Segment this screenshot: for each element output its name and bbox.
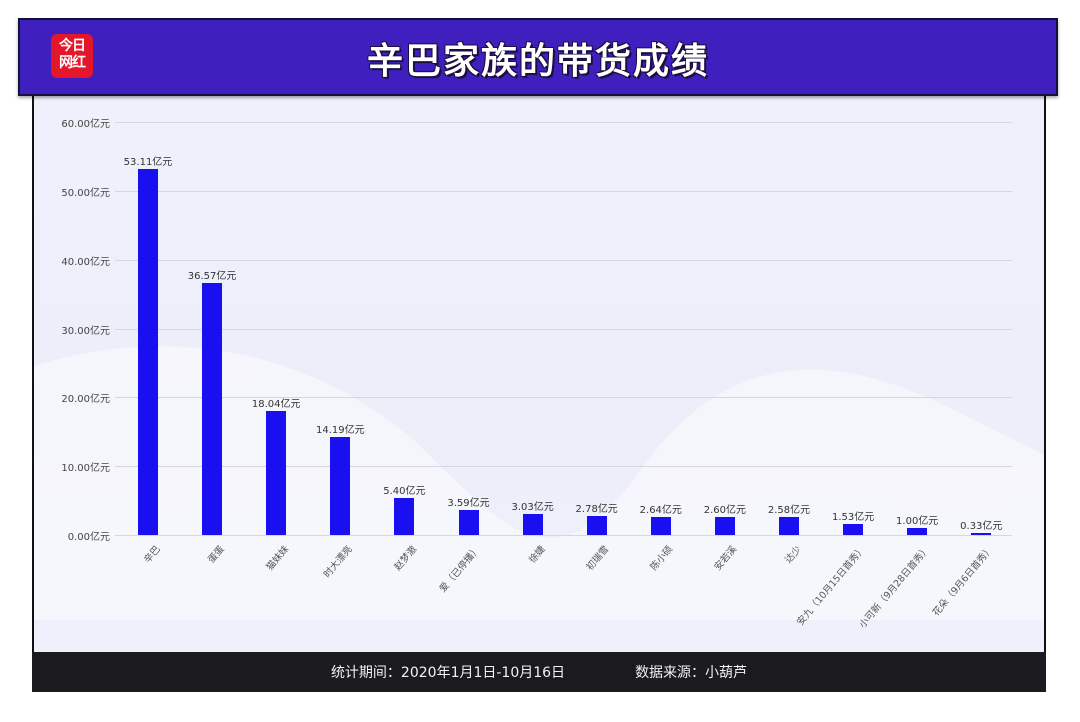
value-label: 2.60亿元 — [703, 505, 747, 517]
x-axis-category-label: 花朵（9月6日首秀） — [930, 543, 997, 619]
gridline — [115, 466, 1012, 468]
value-label: 2.64亿元 — [639, 504, 682, 516]
title-banner: 今日 网红 辛巴家族的带货成绩 — [18, 18, 1058, 96]
x-axis-category-label: 时大漂亮 — [322, 543, 356, 581]
bar — [586, 515, 607, 535]
statistics-period: 统计期间：2020年1月1日-10月16日 — [330, 665, 566, 681]
y-axis-tick-label: 60.00亿元 — [61, 119, 110, 130]
bar — [202, 283, 223, 535]
bar — [779, 517, 799, 535]
bar — [458, 510, 479, 535]
background-wave-decoration — [34, 346, 1044, 620]
gridline — [115, 397, 1012, 399]
logo-line-1: 今日 — [59, 38, 86, 54]
value-label: 2.58亿元 — [767, 505, 811, 517]
x-axis-category-label: 赵梦澈 — [392, 543, 420, 573]
logo-line-2: 网红 — [59, 55, 86, 71]
y-axis-tick-label: 50.00亿元 — [61, 187, 110, 199]
value-label: 5.40亿元 — [383, 485, 426, 497]
value-label: 1.00亿元 — [896, 516, 939, 528]
value-label: 3.59亿元 — [447, 498, 490, 510]
x-axis-category-label: 安若溪 — [712, 543, 740, 573]
value-label: 3.03亿元 — [511, 502, 554, 514]
gridline — [115, 122, 1012, 123]
x-axis-category-label: 安九（10月15日首秀） — [795, 543, 868, 628]
x-axis-category-label: 爱（已停播） — [438, 543, 484, 595]
x-axis-category-label: 徐婕 — [526, 543, 548, 566]
x-axis-category-label: 辛巴 — [142, 543, 163, 566]
value-label: 18.04亿元 — [251, 398, 301, 410]
gridline — [115, 259, 1012, 261]
y-axis-tick-label: 40.00亿元 — [61, 256, 110, 268]
y-axis-tick-label: 30.00亿元 — [61, 325, 110, 337]
chart-panel — [32, 90, 1046, 652]
x-axis-category-label: 蛋蛋 — [206, 543, 227, 566]
value-label: 0.33亿元 — [960, 520, 1003, 532]
value-label: 36.57亿元 — [187, 271, 237, 283]
gridline — [115, 190, 1012, 192]
footer-bar: 统计期间：2020年1月1日-10月16日 数据来源：小葫芦 — [32, 652, 1046, 692]
value-label: 53.11亿元 — [123, 157, 173, 169]
x-axis-category-label: 达少 — [783, 543, 804, 566]
gridline — [115, 535, 1012, 536]
y-axis-tick-label: 20.00亿元 — [61, 394, 110, 406]
value-label: 2.78亿元 — [575, 503, 618, 515]
value-label: 1.53亿元 — [831, 512, 875, 524]
bar — [266, 410, 287, 535]
bar — [330, 437, 351, 535]
bar — [843, 524, 864, 535]
x-axis-category-label: 小可新（9月28日首秀） — [856, 543, 932, 631]
y-axis-tick-label: 0.00亿元 — [67, 532, 110, 543]
bar — [650, 516, 671, 535]
bar — [971, 532, 992, 535]
x-axis-category-label: 初瑞雪 — [584, 543, 612, 573]
gridline — [115, 328, 1012, 330]
bar — [138, 169, 158, 535]
page-title: 辛巴家族的带货成绩 — [366, 41, 709, 82]
x-axis-category-label: 陈小硕 — [648, 543, 676, 573]
bar — [907, 528, 928, 535]
bar — [394, 497, 415, 535]
bar — [522, 514, 543, 535]
y-axis-tick-label: 10.00亿元 — [61, 463, 110, 475]
bar — [714, 517, 735, 535]
x-axis-category-label: 猫妹妹 — [264, 543, 291, 573]
data-source: 数据来源：小葫芦 — [635, 665, 748, 681]
brand-logo: 今日 网红 — [51, 34, 93, 78]
value-label: 14.19亿元 — [315, 425, 365, 437]
